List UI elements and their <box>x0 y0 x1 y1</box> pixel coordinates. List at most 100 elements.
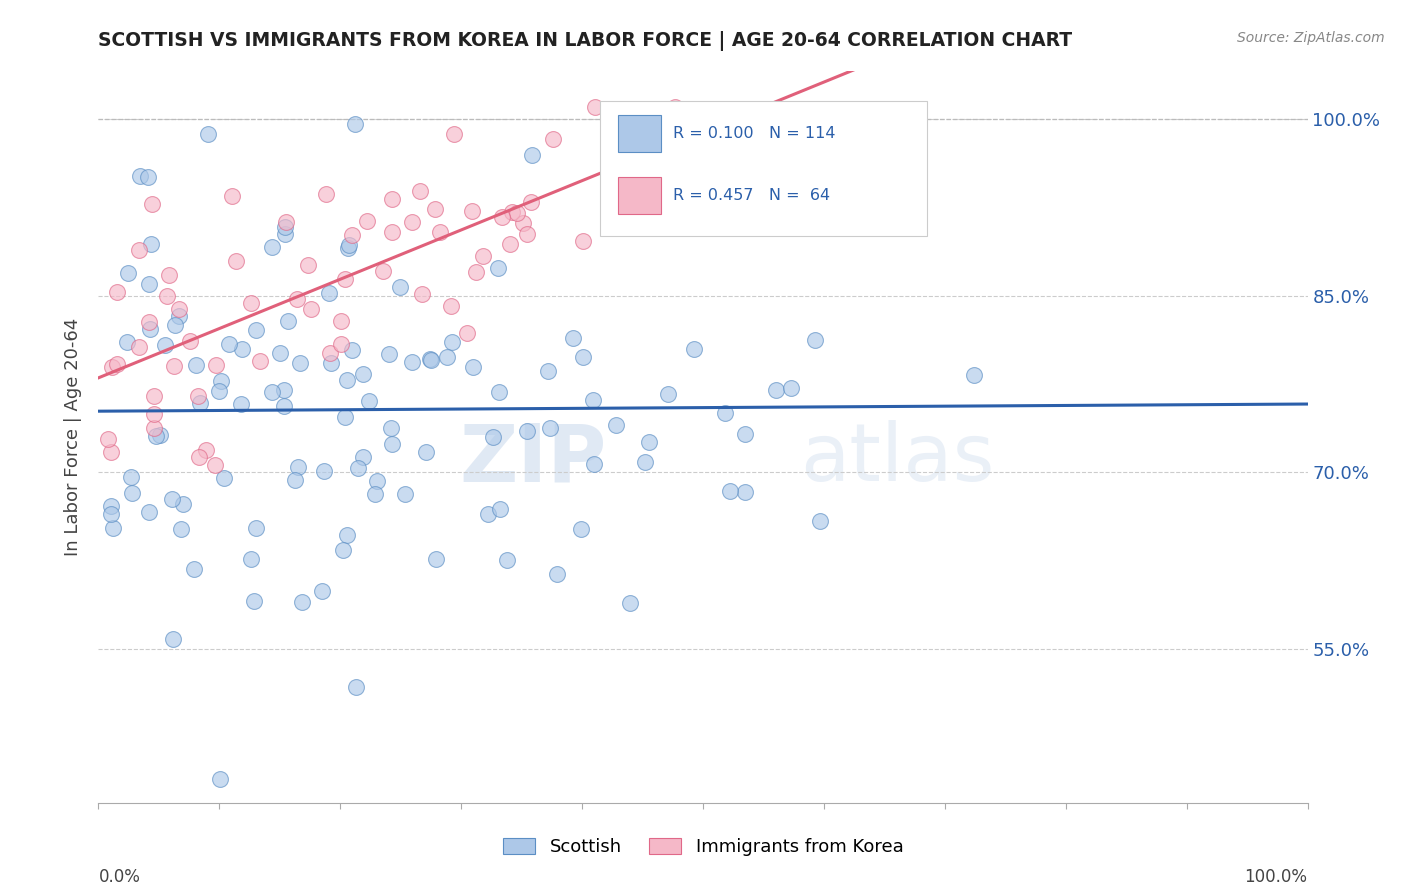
Point <box>188 396 211 410</box>
Point <box>225 254 247 268</box>
Point <box>103 521 125 535</box>
Point <box>516 227 538 241</box>
Point <box>143 421 166 435</box>
Text: 0.0%: 0.0% <box>98 868 141 886</box>
Point <box>344 681 367 695</box>
Point <box>409 184 432 198</box>
Point <box>105 357 128 371</box>
Point <box>340 343 363 358</box>
Point <box>197 127 219 141</box>
Text: SCOTTISH VS IMMIGRANTS FROM KOREA IN LABOR FORCE | AGE 20-64 CORRELATION CHART: SCOTTISH VS IMMIGRANTS FROM KOREA IN LAB… <box>98 31 1073 51</box>
Point <box>221 189 243 203</box>
Point <box>212 471 235 485</box>
Point <box>419 352 441 367</box>
Text: Source: ZipAtlas.com: Source: ZipAtlas.com <box>1237 31 1385 45</box>
Point <box>142 389 165 403</box>
Point <box>277 314 299 328</box>
Point <box>456 326 478 340</box>
Point <box>336 241 359 255</box>
Point <box>311 583 333 598</box>
Point <box>287 460 309 475</box>
Point <box>187 450 209 465</box>
Point <box>808 514 831 528</box>
Point <box>145 429 167 443</box>
Point <box>401 215 423 229</box>
Point <box>619 596 641 610</box>
Point <box>218 337 240 351</box>
Point <box>129 169 152 184</box>
Point <box>366 474 388 488</box>
Point <box>429 226 451 240</box>
Point <box>139 322 162 336</box>
Point <box>605 418 627 433</box>
Point <box>319 356 342 370</box>
Point <box>583 457 606 471</box>
Point <box>436 350 458 364</box>
Point <box>571 350 593 364</box>
Point <box>138 315 160 329</box>
Point <box>561 331 583 345</box>
Point <box>169 301 191 316</box>
Point <box>243 593 266 607</box>
Point <box>329 336 352 351</box>
Point <box>319 346 342 360</box>
Point <box>162 632 184 647</box>
Point <box>239 296 262 310</box>
Point <box>388 280 411 294</box>
Point <box>772 161 794 175</box>
Point <box>262 384 284 399</box>
Point <box>538 421 561 435</box>
Point <box>423 202 446 216</box>
Point <box>274 227 297 241</box>
Point <box>734 426 756 441</box>
FancyBboxPatch shape <box>619 178 661 214</box>
Point <box>463 359 485 374</box>
Point <box>336 373 359 387</box>
Point <box>520 195 543 210</box>
Point <box>420 352 443 367</box>
Point <box>245 323 267 337</box>
Point <box>153 337 176 351</box>
Point <box>208 384 231 398</box>
Point <box>330 314 353 328</box>
Point <box>170 522 193 536</box>
Point <box>352 450 374 464</box>
Text: 100.0%: 100.0% <box>1244 868 1308 886</box>
Point <box>347 460 370 475</box>
Text: ZIP: ZIP <box>458 420 606 498</box>
Point <box>499 237 522 252</box>
Point <box>100 507 122 521</box>
Point <box>274 215 297 229</box>
Point <box>506 205 529 219</box>
Point <box>167 309 190 323</box>
Text: atlas: atlas <box>800 420 994 498</box>
Point <box>291 595 314 609</box>
Point <box>401 355 423 369</box>
Point <box>571 234 593 248</box>
Point <box>262 240 284 254</box>
Point <box>157 268 180 283</box>
Point <box>204 458 226 473</box>
Point <box>634 455 657 469</box>
Point <box>333 271 356 285</box>
Point <box>96 432 118 446</box>
Point <box>522 148 544 162</box>
Point <box>779 380 801 394</box>
Point <box>297 258 319 272</box>
Point <box>245 521 267 535</box>
Point <box>718 484 741 499</box>
Point <box>512 216 534 230</box>
Point <box>461 203 484 218</box>
Point <box>194 442 217 457</box>
Point <box>249 353 271 368</box>
Point <box>440 299 463 313</box>
Point <box>121 486 143 500</box>
Point <box>804 333 827 347</box>
Point <box>488 385 510 400</box>
Point <box>160 491 183 506</box>
Point <box>333 410 356 425</box>
Point <box>208 772 231 787</box>
Point <box>183 562 205 576</box>
Point <box>184 358 207 372</box>
Point <box>495 553 517 567</box>
